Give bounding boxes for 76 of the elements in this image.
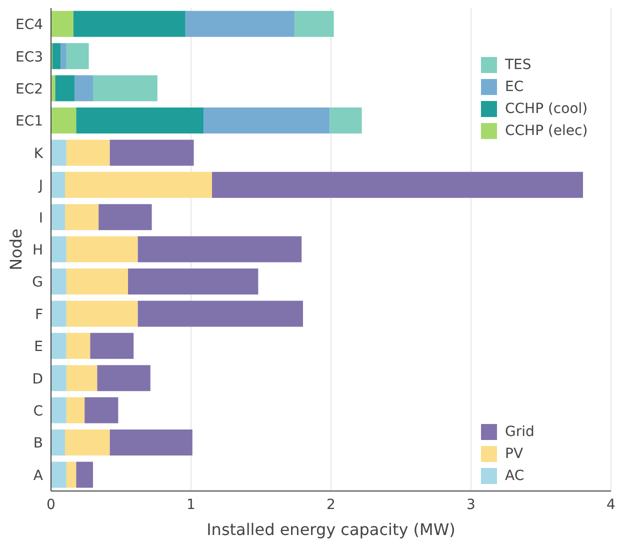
bar	[97, 365, 150, 392]
bar	[84, 397, 118, 424]
y-tick-label: D	[32, 371, 43, 388]
legend-label: EC	[505, 79, 524, 95]
bar	[55, 75, 75, 102]
bar	[185, 10, 295, 37]
bar	[51, 172, 65, 198]
bar	[66, 462, 76, 488]
bar	[66, 397, 85, 424]
y-tick-label: EC3	[15, 49, 43, 66]
y-tick-label: J	[38, 178, 43, 194]
bar	[51, 236, 66, 262]
bar	[51, 300, 66, 327]
bar	[76, 108, 204, 134]
legend-label: AC	[505, 468, 524, 484]
bar	[51, 140, 66, 166]
x-tick-label: 2	[326, 496, 336, 513]
bar	[98, 204, 152, 230]
y-tick-label: C	[33, 403, 44, 420]
bar	[74, 75, 93, 102]
y-tick-label: H	[32, 242, 43, 258]
bar	[51, 108, 76, 134]
x-tick-label: 3	[466, 496, 476, 513]
y-tick-label: EC1	[15, 114, 43, 130]
bar	[93, 75, 158, 102]
bar	[66, 140, 110, 166]
bar	[128, 268, 258, 294]
y-tick-label: EC4	[15, 17, 44, 34]
y-tick-label: E	[34, 339, 43, 356]
bar	[51, 365, 66, 392]
bar	[65, 172, 212, 198]
y-tick-label: F	[34, 306, 43, 323]
bar	[110, 430, 192, 456]
x-tick-label: 0	[46, 496, 56, 513]
bar	[110, 140, 194, 166]
y-tick-label: K	[34, 146, 44, 162]
bar	[66, 332, 90, 359]
bar	[138, 300, 303, 327]
y-axis-title: Node	[6, 228, 26, 270]
y-tick-label: I	[38, 210, 43, 226]
bar	[51, 430, 65, 456]
bar	[60, 43, 66, 70]
legend-label: CCHP (elec)	[505, 123, 588, 139]
bar	[52, 43, 61, 70]
bar	[51, 268, 66, 294]
x-axis-title: Installed energy capacity (MW)	[206, 520, 456, 539]
bar	[66, 43, 89, 70]
bar	[76, 462, 93, 488]
bar	[66, 365, 98, 392]
bar	[204, 108, 330, 134]
bar	[51, 204, 65, 230]
bar	[294, 10, 334, 37]
bar	[51, 462, 66, 488]
bar	[66, 268, 128, 294]
bar	[66, 300, 138, 327]
x-tick-label: 4	[606, 496, 616, 513]
bar	[51, 332, 66, 359]
bar	[65, 430, 110, 456]
bar	[212, 172, 583, 198]
bar	[330, 108, 362, 134]
bar	[51, 397, 66, 424]
y-tick-label: A	[33, 468, 44, 484]
legend-label: TES	[505, 57, 532, 73]
y-tick-label: B	[33, 436, 43, 452]
bar	[65, 204, 99, 230]
bar	[138, 236, 302, 262]
bar	[66, 236, 138, 262]
legend-label: PV	[505, 446, 524, 462]
bar	[51, 10, 74, 37]
bar	[90, 332, 134, 359]
x-tick-label: 1	[186, 496, 196, 513]
legend-label: CCHP (cool)	[505, 101, 588, 117]
y-tick-label: G	[32, 274, 43, 291]
y-tick-label: EC2	[15, 81, 43, 98]
legend-label: Grid	[505, 424, 534, 440]
bar	[73, 10, 186, 37]
